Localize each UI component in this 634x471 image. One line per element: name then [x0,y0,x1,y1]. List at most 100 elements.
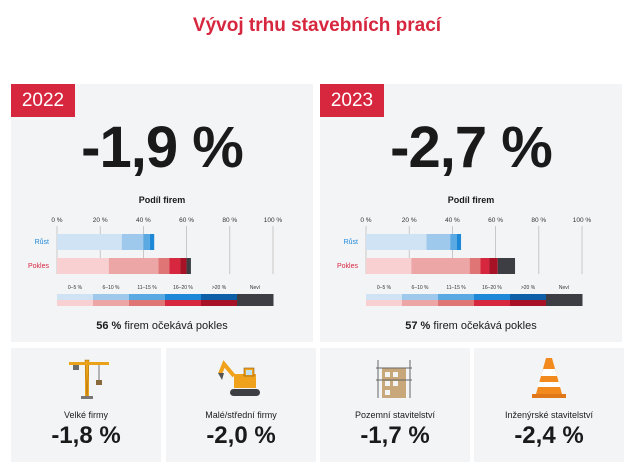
card-small-medium-firms: Malé/střední firmy -2,0 % [166,348,316,462]
scale-swatch [57,294,94,300]
card-label: Pozemní stavitelství [354,410,436,420]
page-title: Vývoj trhu stavebních prací [192,15,442,36]
expectation-label: firem očekává pokles [430,320,537,332]
scale-swatch [93,300,130,306]
scale-label: 16–20 % [482,285,502,291]
tick-label: 100 % [573,217,592,224]
bar-segment [108,258,159,274]
card-label: Malé/střední firmy [205,410,277,420]
category-label: Pokles [337,263,359,270]
year-badge: 2023 [320,84,384,117]
bar-segment [411,258,470,274]
traffic-cone-icon [532,358,566,398]
share-chart: 0 % 20 % 40 % 60 % 80 % 100 % Růst Pokles 0–5 % 6… [337,217,592,306]
expectation-percent: 57 % [405,320,431,332]
building-scaffold-icon [376,360,412,398]
tick-label: 0 % [360,217,371,224]
scale-label: 6–10 % [103,285,121,291]
expectation-text: 56 % firem očekává pokles [11,320,313,332]
tick-label: 20 % [93,217,108,224]
bar-segment [497,258,516,274]
scale-label: Neví [559,285,570,291]
card-value: -2,0 % [206,422,276,449]
bar-segment [186,258,191,274]
scale-swatch [201,294,238,300]
bar-segment [57,234,122,250]
category-label: Pokles [28,263,50,270]
card-building-construction: Pozemní stavitelství -1,7 % [320,348,470,462]
scale-label: >20 % [212,285,227,291]
tick-label: 100 % [264,217,283,224]
scale-swatch [237,294,274,300]
category-label: Růst [35,238,49,246]
scale-swatch [237,300,274,306]
bar-segment [180,258,187,274]
scale-swatch [129,300,166,306]
tick-label: 60 % [179,217,194,224]
bar-segment [366,234,427,250]
tick-label: 40 % [136,217,151,224]
card-value: -1,8 % [51,422,121,449]
scale-swatch [510,294,547,300]
scale-swatch [165,300,202,306]
scale-swatch [546,300,583,306]
scale-swatch [201,300,238,306]
scale-swatch [474,300,511,306]
tick-label: 60 % [488,217,503,224]
tick-label: 40 % [445,217,460,224]
card-label: Inženýrské stavitelství [504,410,594,420]
share-chart: 0 % 20 % 40 % 60 % 80 % 100 % Růst Pokles 0–5 % 6… [28,217,283,306]
bar-segment [426,234,451,250]
panel-2022: 2022 -1,9 % Podíl firem 0 % 20 % 40 % 60 % 8… [11,84,313,342]
bar-segment [121,234,144,250]
panel-2023: 2023 -2,7 % Podíl firem 0 % 20 % 40 % 60 % 8… [320,84,622,342]
scale-swatch [366,294,403,300]
scale-label: 16–20 % [173,285,193,291]
scale-label: 0–5 % [377,285,392,291]
tick-label: 20 % [402,217,417,224]
bar-segment [450,234,457,250]
chart-title: Podíl firem [138,195,186,205]
bar-segment [366,258,412,274]
excavator-icon [218,360,260,396]
scale-swatch [474,294,511,300]
scale-swatch [165,294,202,300]
bar-segment [489,258,498,274]
scale-label: >20 % [521,285,536,291]
scale-label: 11–15 % [137,285,157,291]
bar-segment [158,258,170,274]
big-value: -2,7 % [390,115,553,180]
tick-label: 80 % [222,217,237,224]
chart-title: Podíl firem [447,195,495,205]
card-civil-engineering: Inženýrské stavitelství -2,4 % [474,348,624,462]
tick-label: 0 % [51,217,62,224]
card-large-firms: Velké firmy -1,8 % [11,348,161,462]
category-label: Růst [344,238,358,246]
bar-segment [169,258,181,274]
scale-label: Neví [250,285,261,291]
card-value: -1,7 % [360,422,430,449]
expectation-percent: 56 % [96,320,122,332]
scale-swatch [129,294,166,300]
scale-swatch [546,294,583,300]
expectation-label: firem očekává pokles [121,320,228,332]
big-value: -1,9 % [81,115,244,180]
bar-segment [469,258,481,274]
tick-label: 80 % [531,217,546,224]
scale-label: 6–10 % [412,285,430,291]
card-value: -2,4 % [514,422,584,449]
scale-swatch [402,300,439,306]
card-label: Velké firmy [63,410,108,420]
scale-swatch [438,294,475,300]
bar-segment [143,234,150,250]
bar-segment [57,258,109,274]
year-badge: 2022 [11,84,75,117]
scale-swatch [57,300,94,306]
scale-swatch [402,294,439,300]
tower-crane-icon [69,359,109,399]
bar-segment [149,234,155,250]
bar-segment [456,234,462,250]
scale-label: 11–15 % [446,285,466,291]
scale-swatch [366,300,403,306]
expectation-text: 57 % firem očekává pokles [320,320,622,332]
